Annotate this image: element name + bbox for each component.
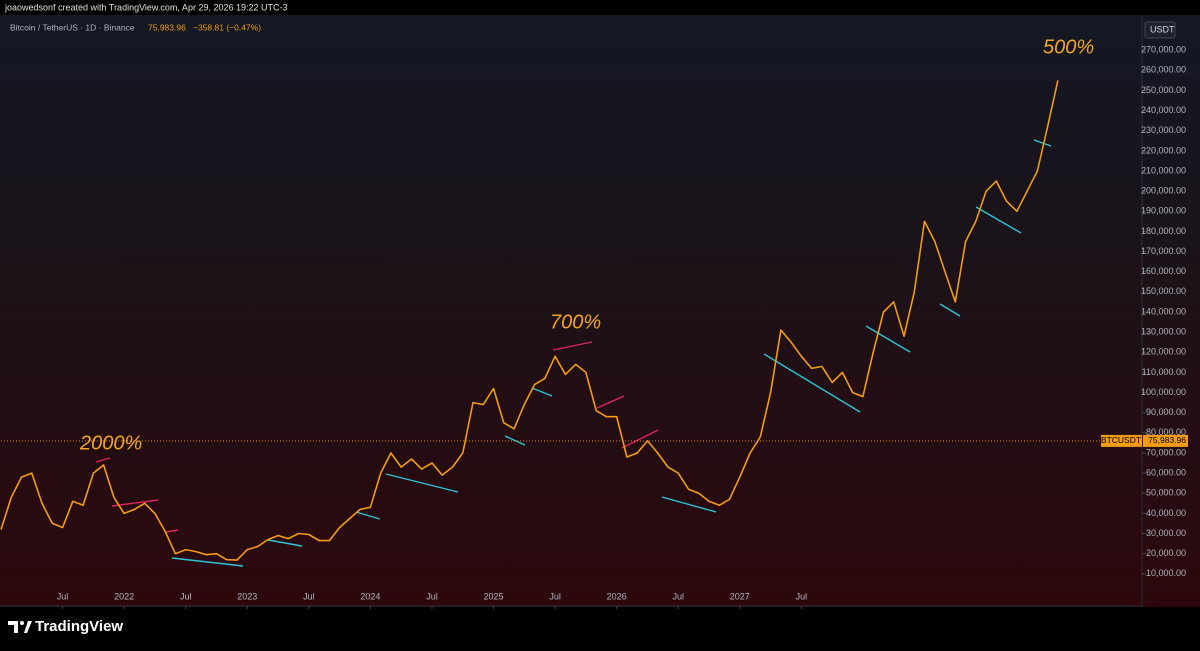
- trend-lines: [95, 139, 1052, 567]
- logo: TradingView: [8, 618, 123, 635]
- y-tick-label: 230,000.00: [1141, 125, 1186, 135]
- header-change: −358.81 (−0.47%): [193, 22, 261, 32]
- y-tick-label: 170,000.00: [1141, 246, 1186, 256]
- header-price: 75,983.96: [148, 22, 186, 32]
- price-tag: [1143, 434, 1188, 447]
- support-line: [355, 511, 381, 520]
- annotation: 700%: [550, 311, 601, 333]
- y-tick-label: 50,000.00: [1146, 488, 1186, 498]
- support-line: [975, 206, 1022, 234]
- resistance-line: [596, 395, 625, 409]
- y-tick-label: 220,000.00: [1141, 145, 1186, 155]
- currency-box: [1144, 21, 1176, 39]
- x-tick-label: Jul: [57, 591, 69, 601]
- top-bar: [0, 0, 1200, 15]
- y-tick-label: 240,000.00: [1141, 105, 1186, 115]
- y-tick-label: 130,000.00: [1141, 327, 1186, 337]
- x-tick-label: Jul: [672, 591, 684, 601]
- annotation: 500%: [1043, 36, 1094, 58]
- chart-background: [0, 15, 1200, 607]
- y-tick-label: 150,000.00: [1141, 286, 1186, 296]
- y-tick-label: 140,000.00: [1141, 306, 1186, 316]
- y-axis-label: USDT: [1150, 24, 1175, 34]
- resistance-line: [621, 429, 659, 449]
- y-tick-label: 210,000.00: [1141, 165, 1186, 175]
- symbol-tag-label: BTCUSDT: [1101, 435, 1141, 445]
- x-tick-label: Jul: [426, 591, 438, 601]
- support-line: [171, 557, 244, 567]
- logo-mark: [20, 621, 24, 625]
- x-tick-label: 2024: [360, 591, 380, 601]
- y-tick-label: 70,000.00: [1146, 447, 1186, 457]
- y-tick-label: 110,000.00: [1142, 367, 1186, 377]
- x-tick-label: 2023: [237, 591, 257, 601]
- x-tick-label: 2026: [607, 591, 627, 601]
- x-tick-label: Jul: [796, 591, 808, 601]
- symbol: Bitcoin / TetherUS · 1D · Binance: [10, 22, 135, 32]
- y-tick-label: 80,000.00: [1146, 427, 1186, 437]
- y-tick-label: 160,000.00: [1141, 266, 1186, 276]
- support-line: [865, 325, 911, 353]
- y-tick-label: 60,000.00: [1146, 467, 1186, 477]
- y-tick-label: 190,000.00: [1141, 206, 1186, 216]
- resistance-line: [552, 341, 593, 351]
- x-tick-label: Jul: [549, 591, 561, 601]
- y-tick-label: 180,000.00: [1141, 226, 1186, 236]
- y-tick-label: 30,000.00: [1146, 528, 1186, 538]
- y-tick-label: 90,000.00: [1146, 407, 1186, 417]
- y-tick-label: 270,000.00: [1141, 45, 1186, 55]
- support-line: [763, 353, 861, 413]
- y-tick-label: 250,000.00: [1141, 85, 1186, 95]
- resistance-line: [165, 529, 179, 533]
- support-line: [939, 303, 961, 317]
- footer-bar: [0, 607, 1200, 646]
- y-tick-label: 20,000.00: [1146, 548, 1186, 558]
- support-line: [1033, 139, 1052, 147]
- price-tag-label: 75,983.96: [1148, 435, 1186, 445]
- byline: joaowedsonf created with TradingView.com…: [4, 2, 288, 12]
- annotation: 2000%: [79, 432, 142, 454]
- y-tick-label: 100,000.00: [1141, 387, 1186, 397]
- y-tick-label: 10,000.00: [1146, 568, 1186, 578]
- annotations: 2000% 700% 500%: [79, 36, 1094, 454]
- support-line: [504, 435, 526, 446]
- x-tick-label: Jul: [180, 591, 192, 601]
- symbol-tag: [1101, 434, 1142, 447]
- brand: TradingView: [35, 618, 123, 635]
- resistance-line: [95, 457, 111, 463]
- y-tick-label: 40,000.00: [1146, 508, 1186, 518]
- y-tick-label: 260,000.00: [1141, 65, 1186, 75]
- support-line: [661, 496, 717, 513]
- support-line: [385, 473, 459, 493]
- logo-mark: [8, 621, 18, 633]
- x-tick-label: 2025: [484, 591, 504, 601]
- logo-mark: [24, 621, 32, 633]
- support-line: [531, 387, 553, 397]
- price-line: [0, 80, 1059, 561]
- x-tick-label: 2022: [114, 591, 134, 601]
- support-line: [267, 539, 303, 547]
- x-tick-label: Jul: [303, 591, 315, 601]
- x-tick-label: 2027: [730, 591, 750, 601]
- y-tick-label: 200,000.00: [1141, 186, 1186, 196]
- y-tick-label: 120,000.00: [1141, 347, 1186, 357]
